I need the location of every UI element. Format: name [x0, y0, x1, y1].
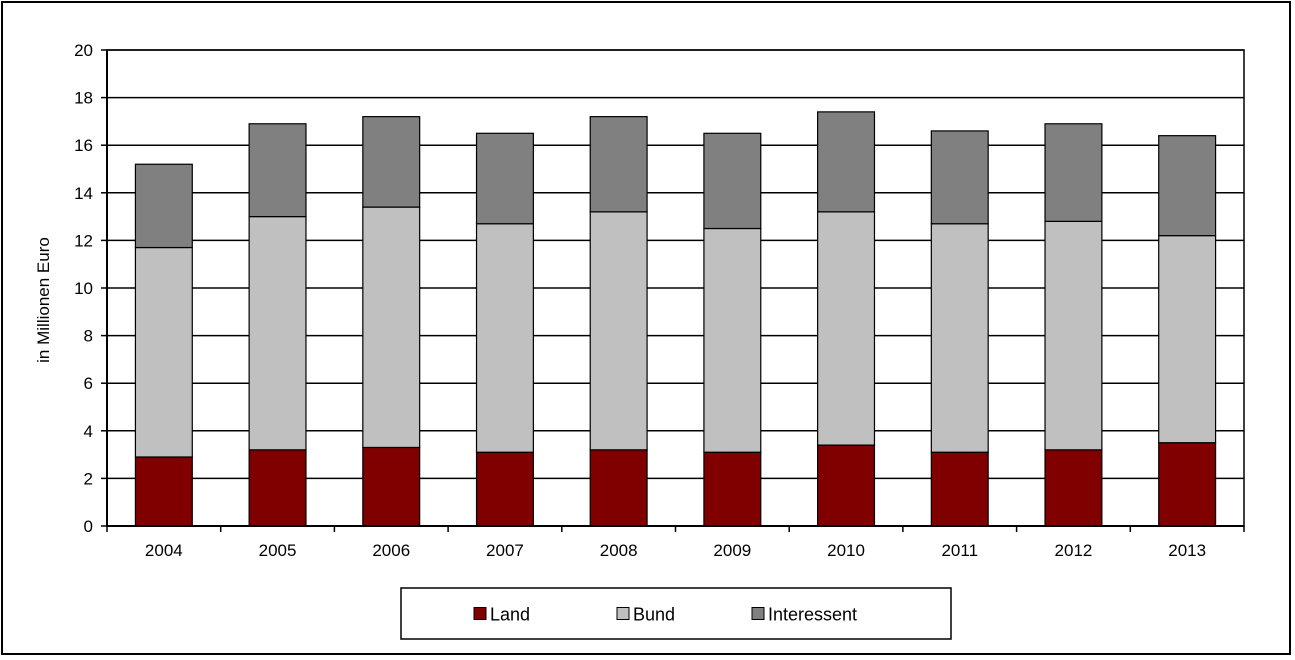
y-tick-label: 16	[74, 136, 93, 155]
y-tick-label: 6	[84, 374, 93, 393]
x-tick-label: 2013	[1168, 541, 1206, 560]
bar-interessent-2004	[134, 163, 193, 249]
tick-labels: 0 2 4 6 8 10 12 14 16 18 20 2004 2005 2006 2007 2008 200…	[74, 41, 1206, 560]
legend-label-land: Land	[490, 605, 530, 625]
y-tick-label: 4	[84, 422, 93, 441]
legend: Land Bund Interessent	[400, 587, 952, 640]
y-tick-label: 8	[84, 327, 93, 346]
x-tick-label: 2010	[827, 541, 865, 560]
x-tick-label: 2005	[259, 541, 297, 560]
axes	[101, 49, 1245, 532]
x-tick-label: 2007	[486, 541, 524, 560]
bar-interessent-2011	[930, 130, 989, 225]
bar-land-2007	[475, 451, 534, 527]
y-tick-label: 10	[74, 279, 93, 298]
bar-land-2009	[703, 451, 762, 527]
y-tick-label: 18	[74, 89, 93, 108]
bar-bund-2005	[248, 216, 307, 451]
bar-interessent-2012	[1044, 123, 1103, 222]
x-tick-label: 2011	[941, 541, 978, 560]
x-tick-label: 2009	[713, 541, 751, 560]
bar-land-2012	[1044, 449, 1103, 527]
legend-swatch-interessent	[751, 607, 765, 620]
y-tick-label: 14	[74, 184, 93, 203]
legend-label-bund: Bund	[633, 605, 675, 625]
bar-bund-2004	[134, 246, 193, 458]
y-tick-label: 2	[84, 469, 93, 488]
legend-swatch-land	[473, 607, 487, 620]
bar-bund-2013	[1158, 235, 1217, 444]
bar-interessent-2006	[362, 116, 421, 208]
bar-bund-2008	[589, 211, 648, 451]
bar-interessent-2005	[248, 123, 307, 218]
bar-land-2004	[134, 456, 193, 527]
bar-land-2005	[248, 449, 307, 527]
bar-bund-2010	[817, 211, 876, 446]
bar-land-2010	[817, 444, 876, 527]
legend-swatch-bund	[616, 607, 630, 620]
y-axis-label: in Millionen Euro	[34, 237, 53, 363]
bar-land-2008	[589, 449, 648, 527]
bars	[134, 111, 1217, 527]
x-tick-label: 2004	[145, 541, 183, 560]
bar-bund-2012	[1044, 220, 1103, 451]
y-tick-label: 0	[84, 517, 93, 536]
bar-land-2011	[930, 451, 989, 527]
x-tick-label: 2012	[1055, 541, 1093, 560]
bar-bund-2007	[475, 223, 534, 453]
y-tick-label: 12	[74, 231, 93, 250]
bar-interessent-2013	[1158, 135, 1217, 237]
y-tick-label: 20	[74, 41, 93, 60]
bar-bund-2009	[703, 227, 762, 453]
bar-interessent-2007	[475, 132, 534, 225]
bar-bund-2006	[362, 206, 421, 449]
legend-box	[400, 587, 952, 640]
bar-interessent-2008	[589, 116, 648, 213]
bar-interessent-2009	[703, 132, 762, 230]
bar-land-2013	[1158, 442, 1217, 527]
bar-interessent-2010	[817, 111, 876, 213]
bar-bund-2011	[930, 223, 989, 453]
x-tick-label: 2006	[372, 541, 410, 560]
x-tick-label: 2008	[600, 541, 638, 560]
bar-land-2006	[362, 446, 421, 527]
legend-label-interessent: Interessent	[768, 605, 857, 625]
